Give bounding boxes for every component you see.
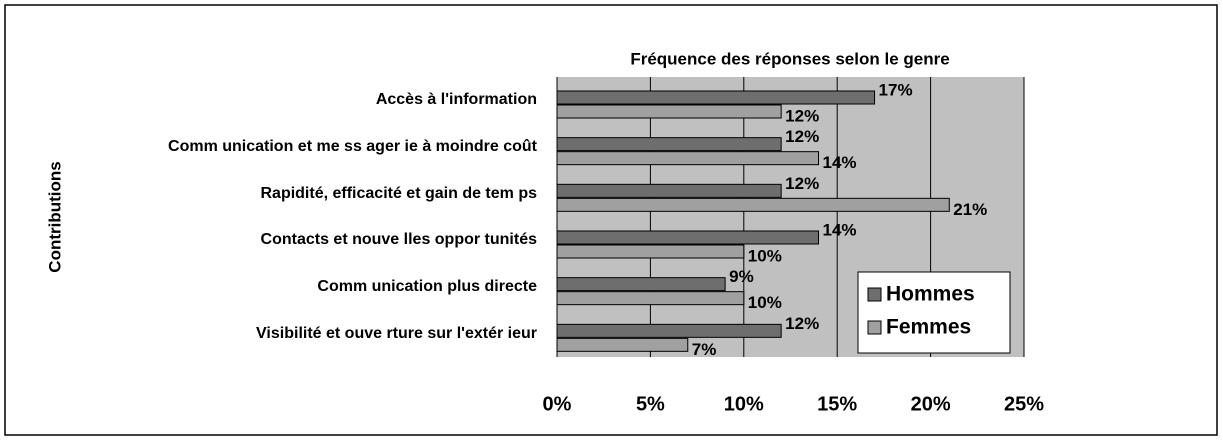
data-label: 21% [953,200,987,219]
bar [556,137,782,152]
bar [556,244,745,259]
bar [556,183,782,198]
y-tick-label: Comm unication plus directe [317,278,537,295]
y-axis-label: Contributions [45,161,64,272]
x-tick-label: 0% [543,393,572,415]
y-tick-label: Accès à l'information [375,91,537,109]
y-tick-label: Contacts et nouve lles oppor tunités [260,231,537,249]
bar [556,151,820,166]
data-label: 14% [823,153,857,172]
y-tick-label: Comm unication et me ss ager ie à moindr… [168,138,537,155]
legend-label: Hommes [886,283,975,306]
data-label: 10% [748,246,782,265]
x-tick-label: 5% [636,393,665,415]
data-label: 12% [785,127,819,146]
data-label: 12% [785,174,819,193]
data-label: 14% [823,220,857,239]
data-label: 7% [692,340,717,359]
bar [556,197,950,212]
data-label: 10% [748,293,782,312]
legend-swatch [867,287,882,302]
bar [556,291,745,306]
data-label: 12% [785,314,819,333]
x-tick-label: 10% [724,393,764,415]
y-tick-label: Visibilité et ouve rture sur l'extér ieu… [256,324,537,342]
x-tick-label: 15% [817,393,857,415]
x-tick-label: 25% [1004,393,1044,415]
data-label: 17% [879,80,913,99]
bar [556,90,876,105]
y-tick-label: Rapidité, efficacité et gain de tem ps [260,184,537,202]
bar [556,277,726,292]
data-label: 9% [729,267,754,286]
bar [556,230,820,245]
chart-title: Fréquence des réponses selon le genre [630,49,949,68]
legend [857,271,1011,354]
legend-swatch [867,320,882,335]
data-label: 12% [785,106,819,125]
x-tick-label: 20% [911,393,951,415]
legend-label: Femmes [886,316,971,339]
bar [556,104,782,119]
bar [556,337,689,352]
bar [556,323,782,338]
